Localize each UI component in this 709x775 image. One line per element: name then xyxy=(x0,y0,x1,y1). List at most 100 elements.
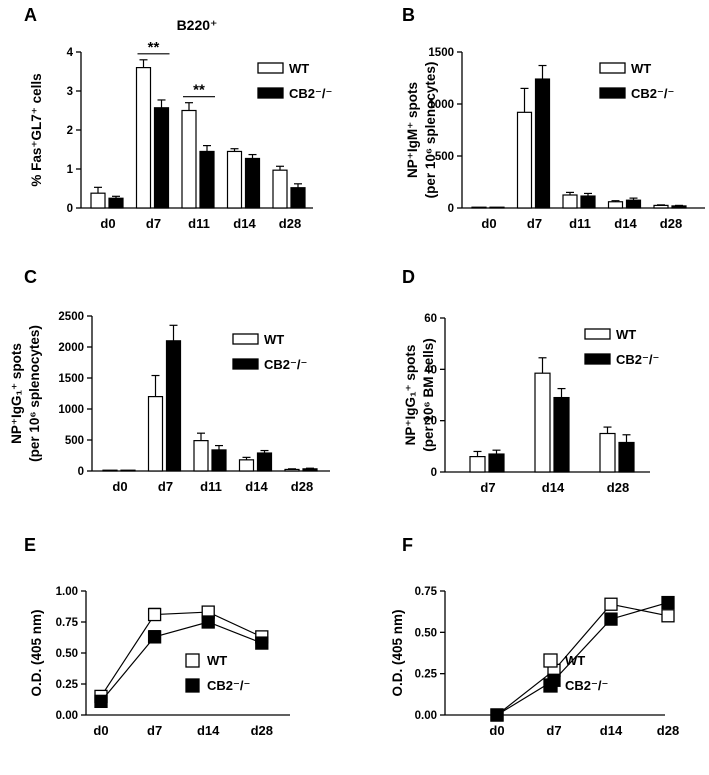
y-axis-label: O.D. (405 nm) xyxy=(390,609,405,696)
point xyxy=(661,609,675,623)
legend-label: WT xyxy=(264,332,284,347)
series-line xyxy=(496,601,669,716)
bar xyxy=(618,441,635,473)
y-tick-label: 0 xyxy=(431,467,437,479)
bar xyxy=(256,452,273,472)
point xyxy=(661,595,675,610)
y-tick-label: 2 xyxy=(67,125,73,137)
series-line xyxy=(496,603,669,716)
point xyxy=(604,612,618,626)
y-tick-label: 4 xyxy=(67,47,74,59)
legend-marker xyxy=(543,653,558,668)
bar xyxy=(193,440,209,472)
panel-label: C xyxy=(24,267,37,287)
bar xyxy=(516,111,533,209)
x-tick-label: d7 xyxy=(546,723,561,738)
x-tick-label: d7 xyxy=(146,216,161,231)
y-tick-label: 1500 xyxy=(428,47,454,59)
y-tick-label: 0.25 xyxy=(56,679,79,691)
bar xyxy=(199,150,215,209)
y-tick-label: 20 xyxy=(424,416,437,428)
y-axis-label: NP⁺IgG₁⁺ spots xyxy=(9,343,24,444)
y-tick-label: 1500 xyxy=(58,373,84,385)
bar xyxy=(272,169,288,209)
bar xyxy=(562,194,578,209)
y-tick-label: 0 xyxy=(67,203,73,215)
bar xyxy=(211,449,227,472)
x-tick-label: d0 xyxy=(100,216,115,231)
point xyxy=(490,708,504,722)
point xyxy=(94,694,108,709)
panel-label: F xyxy=(402,535,413,555)
x-tick-label: d0 xyxy=(489,723,504,738)
panel-label: B xyxy=(402,5,415,25)
x-tick-label: d14 xyxy=(197,723,220,738)
point xyxy=(255,636,269,650)
bar xyxy=(488,453,505,473)
legend-label: CB2⁻/⁻ xyxy=(289,86,332,101)
y-tick-label: 1000 xyxy=(58,404,84,416)
bar xyxy=(553,396,570,473)
y-tick-label: 0 xyxy=(78,466,84,478)
bar xyxy=(153,107,170,209)
x-tick-label: d11 xyxy=(200,479,222,494)
chart-title: B220⁺ xyxy=(177,17,218,33)
y-tick-label: 0.75 xyxy=(415,586,438,598)
bar xyxy=(290,187,306,209)
bar xyxy=(165,340,182,472)
y-tick-label: 3 xyxy=(67,86,73,98)
x-tick-label: d11 xyxy=(569,216,591,231)
legend-label: CB2⁻/⁻ xyxy=(631,86,674,101)
legend-label: CB2⁻/⁻ xyxy=(616,352,659,367)
y-tick-label: 500 xyxy=(435,151,454,163)
bar xyxy=(226,150,243,209)
y-tick-label: 0 xyxy=(448,203,454,215)
legend-swatch xyxy=(257,87,284,99)
y-tick-label: 0.00 xyxy=(56,710,78,722)
y-tick-label: 60 xyxy=(424,313,437,325)
x-tick-label: d14 xyxy=(245,479,268,494)
x-tick-label: d0 xyxy=(481,216,496,231)
bar xyxy=(244,157,261,209)
y-axis-label: % Fas⁺GL7⁺ cells xyxy=(29,73,44,186)
y-tick-label: 2500 xyxy=(58,311,84,323)
legend-swatch xyxy=(232,358,259,370)
legend-swatch xyxy=(232,333,259,345)
bar xyxy=(625,199,642,209)
bar xyxy=(284,468,300,472)
x-tick-label: d28 xyxy=(657,723,679,738)
x-tick-label: d28 xyxy=(607,480,629,495)
legend-swatch xyxy=(584,353,611,365)
y-tick-label: 2000 xyxy=(58,342,84,354)
y-tick-label: 1.00 xyxy=(56,586,78,598)
legend-marker xyxy=(185,678,200,693)
bar xyxy=(302,468,318,472)
legend-swatch xyxy=(599,62,626,74)
legend-label: CB2⁻/⁻ xyxy=(264,357,307,372)
y-tick-label: 0.50 xyxy=(56,648,78,660)
y-axis-label: NP⁺IgM⁺ spots xyxy=(405,82,420,178)
x-tick-label: d28 xyxy=(660,216,682,231)
legend-label: WT xyxy=(207,653,227,668)
point xyxy=(201,615,215,629)
bar xyxy=(147,396,164,472)
legend-label: WT xyxy=(616,327,636,342)
point xyxy=(147,630,162,644)
bar xyxy=(671,205,687,209)
y-axis-label-line2: (per 10⁶ BM cells) xyxy=(421,338,436,452)
x-tick-label: d7 xyxy=(480,480,495,495)
y-axis-label-line2: (per 10⁶ splenocytes) xyxy=(423,62,438,199)
legend-marker xyxy=(543,678,558,693)
bar xyxy=(108,197,124,209)
x-tick-label: d7 xyxy=(158,479,173,494)
x-tick-label: d28 xyxy=(251,723,273,738)
bar xyxy=(599,432,616,473)
y-tick-label: 0.25 xyxy=(415,669,438,681)
bar xyxy=(534,78,551,209)
y-tick-label: 0.00 xyxy=(415,710,437,722)
legend-label: CB2⁻/⁻ xyxy=(207,678,250,693)
bar xyxy=(135,66,152,209)
legend-swatch xyxy=(584,328,611,340)
x-tick-label: d14 xyxy=(542,480,565,495)
series-line xyxy=(100,621,263,702)
